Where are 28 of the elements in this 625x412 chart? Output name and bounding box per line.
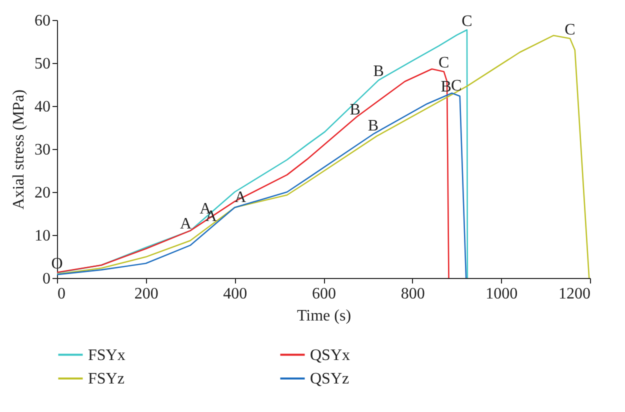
- x-tick-label: 1000: [486, 286, 518, 302]
- legend-label: FSYx: [88, 346, 126, 364]
- x-tick-label: 0: [58, 286, 66, 302]
- annotation: C: [462, 12, 472, 30]
- annotation: C: [564, 21, 576, 38]
- y-tick-label: 50: [34, 56, 50, 72]
- annotation: B: [350, 101, 360, 118]
- y-tick-label: 20: [34, 184, 50, 202]
- x-tick-label: 1200: [558, 286, 590, 302]
- annotation: C: [450, 77, 462, 94]
- x-tick-label: 400: [223, 286, 248, 302]
- y-axis-title: Axial stress (MPa): [10, 90, 28, 210]
- annotation: A: [180, 215, 192, 232]
- y-tick-label: 60: [34, 12, 50, 30]
- x-axis-title: Time (s): [296, 308, 352, 324]
- legend-label: QSYx: [310, 346, 350, 364]
- annotation: B: [368, 117, 379, 134]
- annotation: C: [438, 54, 450, 72]
- x-tick-label: 800: [400, 286, 425, 302]
- y-tick-label: 0: [42, 270, 50, 288]
- legend-label: FSYz: [88, 370, 124, 388]
- x-tick-label: 200: [134, 286, 158, 302]
- y-tick-label: 40: [34, 98, 50, 116]
- y-tick-label: 10: [34, 228, 50, 244]
- y-tick-label: 30: [34, 142, 50, 158]
- legend-label: QSYz: [310, 370, 350, 388]
- annotation: B: [373, 63, 384, 80]
- x-tick-label: 600: [312, 286, 336, 302]
